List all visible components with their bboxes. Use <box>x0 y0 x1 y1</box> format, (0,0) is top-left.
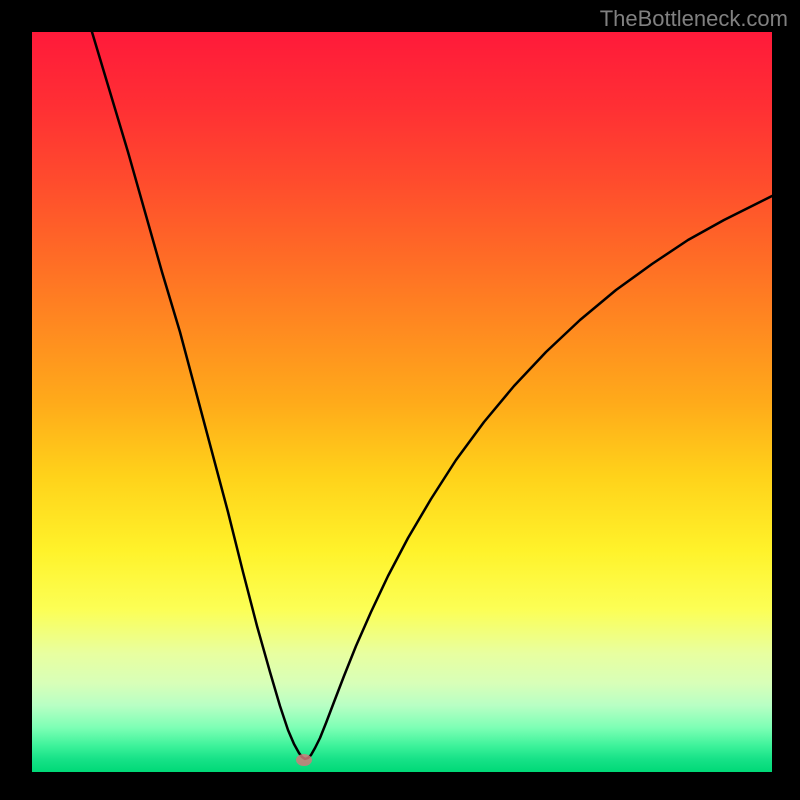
watermark-text: TheBottleneck.com <box>600 6 788 32</box>
bottleneck-chart <box>0 0 800 800</box>
plot-area <box>32 32 772 772</box>
optimal-point-marker <box>296 754 312 766</box>
chart-container: TheBottleneck.com <box>0 0 800 800</box>
